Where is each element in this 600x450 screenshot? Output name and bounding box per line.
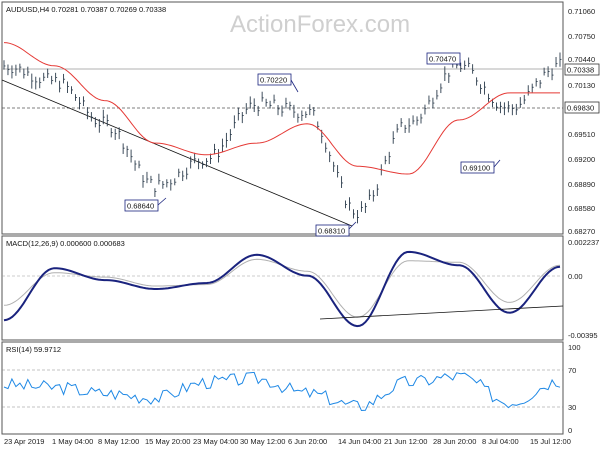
price-y-axis: 0.71060 0.70750 0.70440 0.70130 0.69510 … bbox=[568, 7, 595, 236]
x-tick: 30 May 12:00 bbox=[240, 437, 285, 446]
rsi-y-tick: 70 bbox=[568, 366, 576, 375]
rsi-line bbox=[3, 371, 561, 412]
macd-line bbox=[3, 250, 561, 328]
macd-panel-frame bbox=[1, 235, 564, 341]
price-y-tick: 0.70130 bbox=[568, 81, 595, 90]
x-tick: 1 May 04:00 bbox=[52, 437, 93, 446]
watermark: ActionForex.com bbox=[230, 11, 410, 38]
macd-y-axis: 0.002237 0.00 -0.00395 bbox=[568, 238, 599, 340]
level-price-text: 0.69830 bbox=[567, 104, 594, 113]
macd-signal-line bbox=[3, 258, 561, 318]
level-price-tag: 0.69830 bbox=[564, 101, 600, 114]
x-axis: 23 Apr 2019 1 May 04:00 8 May 12:00 15 M… bbox=[4, 437, 571, 446]
price-label-0.68310: 0.68310 bbox=[315, 221, 357, 237]
price-bars bbox=[3, 52, 562, 224]
rsi-y-tick: 30 bbox=[568, 403, 576, 412]
price-y-tick: 0.69200 bbox=[568, 155, 595, 164]
price-trendline bbox=[1, 79, 353, 227]
macd-info: MACD(12,26,9) 0.000600 0.000683 bbox=[6, 239, 125, 248]
label-text: 0.70220 bbox=[260, 76, 287, 85]
x-tick: 23 May 04:00 bbox=[193, 437, 238, 446]
price-y-tick: 0.70750 bbox=[568, 32, 595, 41]
label-text: 0.68310 bbox=[318, 227, 345, 236]
price-y-tick: 0.70440 bbox=[568, 55, 595, 64]
macd-trendline bbox=[319, 305, 564, 320]
rsi-panel-frame bbox=[1, 341, 564, 435]
x-tick: 21 Jun 12:00 bbox=[384, 437, 427, 446]
price-label-0.70470: 0.70470 bbox=[426, 52, 461, 66]
moving-average-line bbox=[3, 42, 560, 175]
label-text: 0.68640 bbox=[127, 202, 154, 211]
rsi-y-tick: 0 bbox=[568, 426, 572, 435]
label-text: 0.70470 bbox=[429, 55, 456, 64]
price-panel-frame bbox=[1, 1, 564, 235]
rsi-y-axis: 100 70 30 0 bbox=[568, 343, 581, 435]
price-label-0.70220: 0.70220 bbox=[257, 73, 299, 93]
x-tick: 8 Jul 04:00 bbox=[482, 437, 519, 446]
x-tick: 15 Jul 12:00 bbox=[530, 437, 571, 446]
price-label-0.68640: 0.68640 bbox=[124, 197, 167, 212]
price-info: AUDUSD,H4 0.70281 0.70387 0.70269 0.7033… bbox=[6, 5, 166, 14]
rsi-info: RSI(14) 59.9712 bbox=[6, 345, 61, 354]
macd-y-tick: 0.00 bbox=[568, 272, 583, 281]
current-price-tag: 0.70338 bbox=[564, 63, 600, 76]
x-tick: 15 May 20:00 bbox=[145, 437, 190, 446]
x-tick: 14 Jun 04:00 bbox=[338, 437, 381, 446]
macd-y-tick: -0.00395 bbox=[568, 331, 598, 340]
x-tick: 6 Jun 20:00 bbox=[288, 437, 327, 446]
price-label-0.69100: 0.69100 bbox=[460, 159, 501, 174]
rsi-y-tick: 100 bbox=[568, 343, 581, 352]
x-tick: 8 May 12:00 bbox=[98, 437, 139, 446]
price-y-tick: 0.69510 bbox=[568, 130, 595, 139]
price-y-tick: 0.68890 bbox=[568, 180, 595, 189]
current-price-text: 0.70338 bbox=[567, 66, 594, 75]
price-y-tick: 0.71060 bbox=[568, 7, 595, 16]
x-tick: 28 Jun 20:00 bbox=[433, 437, 476, 446]
label-text: 0.69100 bbox=[463, 164, 490, 173]
price-y-tick: 0.68580 bbox=[568, 204, 595, 213]
price-y-tick: 0.68270 bbox=[568, 227, 595, 236]
macd-y-tick: 0.002237 bbox=[568, 238, 599, 247]
x-tick: 23 Apr 2019 bbox=[4, 437, 44, 446]
